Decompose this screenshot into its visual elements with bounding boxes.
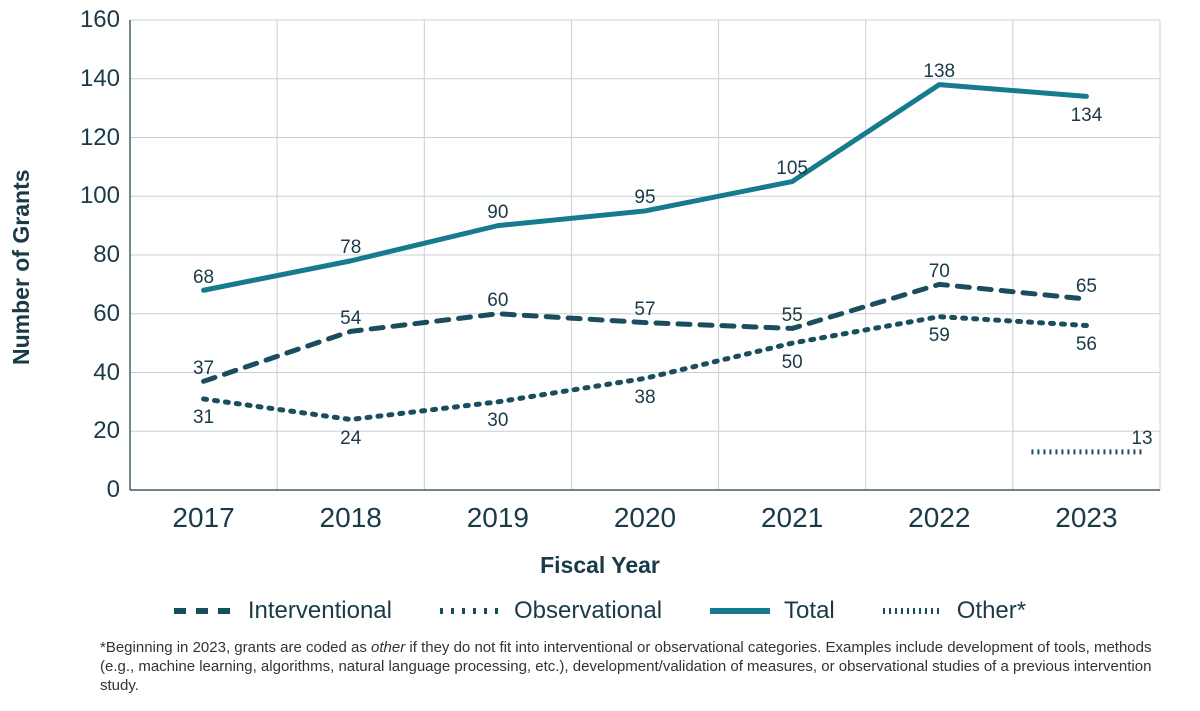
value-label: 60 <box>478 290 518 312</box>
x-tick: 2021 <box>742 502 842 534</box>
legend-label: Observational <box>514 597 662 625</box>
value-label: 57 <box>625 299 665 321</box>
y-tick: 100 <box>60 182 120 210</box>
y-axis-label: Number of Grants <box>8 169 35 365</box>
value-label: 30 <box>478 410 518 432</box>
value-label: 55 <box>772 305 812 327</box>
y-tick: 60 <box>60 300 120 328</box>
value-label: 68 <box>184 267 224 289</box>
x-tick: 2019 <box>448 502 548 534</box>
legend-label: Interventional <box>248 597 392 625</box>
legend-item: Observational <box>440 597 662 625</box>
legend-label: Other* <box>957 597 1026 625</box>
legend-item: Total <box>710 597 835 625</box>
value-label: 31 <box>184 407 224 429</box>
x-tick: 2023 <box>1036 502 1136 534</box>
value-label: 56 <box>1066 334 1106 356</box>
value-label: 37 <box>184 358 224 380</box>
x-axis-label: Fiscal Year <box>0 552 1200 579</box>
value-label: 78 <box>331 237 371 259</box>
value-label: 90 <box>478 202 518 224</box>
y-tick: 120 <box>60 124 120 152</box>
chart-container: Number of Grants Fiscal Year Interventio… <box>0 0 1200 711</box>
value-label: 24 <box>331 428 371 450</box>
value-label: 138 <box>919 61 959 83</box>
footnote: *Beginning in 2023, grants are coded as … <box>100 639 1180 695</box>
legend-swatch <box>174 604 234 618</box>
y-tick: 160 <box>60 6 120 34</box>
x-tick: 2018 <box>301 502 401 534</box>
value-label: 54 <box>331 308 371 330</box>
value-label: 59 <box>919 325 959 347</box>
value-label: 38 <box>625 387 665 409</box>
y-tick: 40 <box>60 359 120 387</box>
y-tick: 0 <box>60 476 120 504</box>
y-tick: 140 <box>60 65 120 93</box>
value-label: 134 <box>1066 105 1106 127</box>
value-label: 50 <box>772 352 812 374</box>
value-label: 13 <box>1131 428 1152 450</box>
value-label: 70 <box>919 261 959 283</box>
x-tick: 2017 <box>154 502 254 534</box>
legend-swatch <box>883 604 943 618</box>
legend-swatch <box>710 604 770 618</box>
legend-item: Interventional <box>174 597 392 625</box>
y-tick: 20 <box>60 417 120 445</box>
y-tick: 80 <box>60 241 120 269</box>
legend-swatch <box>440 604 500 618</box>
legend: Interventional Observational Total Other* <box>0 597 1200 625</box>
value-label: 105 <box>772 158 812 180</box>
value-label: 95 <box>625 187 665 209</box>
x-tick: 2022 <box>889 502 989 534</box>
x-tick: 2020 <box>595 502 695 534</box>
value-label: 65 <box>1066 276 1106 298</box>
legend-item: Other* <box>883 597 1026 625</box>
legend-label: Total <box>784 597 835 625</box>
